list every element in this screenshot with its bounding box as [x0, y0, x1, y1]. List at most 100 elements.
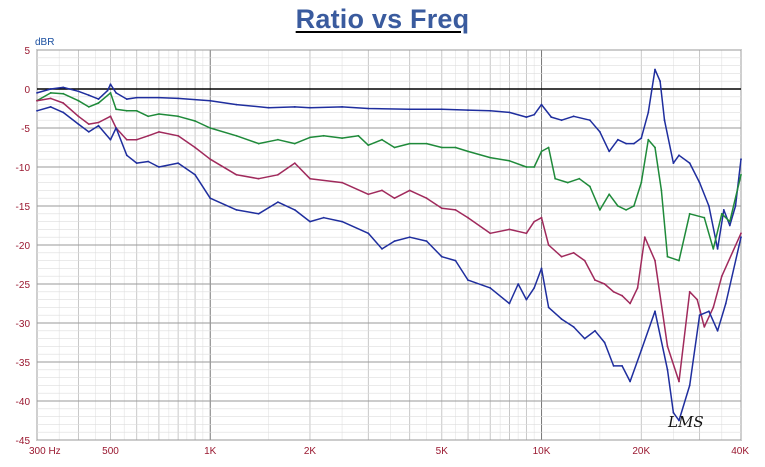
series-4-point	[525, 298, 528, 301]
series-2-point	[381, 138, 383, 141]
x-tick-label: 2K	[304, 446, 317, 457]
series-1-point	[508, 111, 511, 114]
series-4-point	[177, 162, 180, 165]
series-4-point	[440, 255, 443, 258]
series-4-point	[393, 240, 396, 243]
series-1-point	[716, 248, 719, 250]
series-4-point	[508, 302, 511, 305]
series-2-point	[703, 216, 706, 219]
series-2-point	[135, 109, 138, 112]
series-3-point	[533, 220, 536, 223]
series-4-point	[62, 111, 65, 114]
series-3-point	[636, 287, 639, 289]
series-4-point	[277, 201, 279, 204]
series-1-point	[109, 83, 112, 86]
series-2-point	[77, 99, 80, 102]
series-4-point	[708, 310, 710, 313]
series-4-point	[408, 236, 411, 239]
y-axis-label: dBR	[35, 37, 54, 48]
series-4-point	[724, 302, 727, 305]
series-3-point	[467, 216, 469, 219]
series-4-point	[257, 212, 260, 215]
series-2-point	[109, 92, 112, 94]
series-4-point	[322, 216, 325, 219]
series-2-point	[357, 134, 360, 137]
series-1-point	[608, 150, 611, 153]
y-tick-label: -35	[16, 358, 31, 369]
series-2-point	[257, 142, 260, 145]
series-4-point	[341, 220, 343, 223]
series-1-point	[663, 119, 666, 122]
chart-title: Ratio vs Freq	[0, 4, 765, 35]
series-1-point	[708, 205, 710, 207]
series-2-point	[589, 185, 591, 188]
series-4-point	[367, 232, 370, 235]
series-3-point	[643, 236, 646, 239]
x-tick-label: 40K	[731, 446, 749, 457]
series-1-point	[106, 89, 109, 92]
series-1-point	[540, 103, 543, 106]
series-2-point	[640, 181, 643, 184]
series-1-point	[341, 106, 343, 108]
series-2-point	[309, 136, 311, 139]
series-1-point	[722, 209, 725, 211]
series-4-point	[77, 123, 80, 125]
series-3-point	[547, 244, 550, 246]
series-2-point	[367, 144, 370, 147]
series-2-point	[467, 150, 469, 153]
series-3-point	[341, 181, 343, 184]
series-3-point	[408, 189, 411, 192]
series-3-point	[147, 134, 150, 137]
series-3-point	[612, 290, 615, 293]
series-3-point	[77, 115, 80, 118]
series-1-point	[235, 103, 238, 106]
series-2-point	[322, 134, 325, 137]
series-4-point	[158, 166, 160, 168]
series-3-point	[177, 134, 180, 137]
series-4-point	[293, 209, 296, 211]
series-4-point	[309, 220, 311, 223]
series-4-point	[629, 380, 631, 383]
series-2-point	[540, 150, 543, 153]
series-3-point	[594, 279, 596, 281]
series-2-point	[599, 209, 601, 211]
series-2-point	[408, 142, 411, 145]
series-2-point	[158, 113, 160, 115]
series-1-point	[740, 158, 742, 161]
series-4-point	[209, 197, 212, 200]
series-2-point	[625, 209, 627, 211]
series-layer	[36, 68, 742, 422]
series-4-point	[36, 109, 38, 112]
y-tick-label: -10	[16, 163, 31, 174]
series-3-point	[696, 298, 699, 301]
series-3-point	[740, 232, 742, 235]
series-1-point	[647, 111, 650, 114]
series-4-point	[654, 310, 656, 313]
series-2-point	[489, 156, 492, 159]
y-tick-label: -20	[16, 241, 31, 252]
series-2-point	[608, 193, 611, 196]
y-tick-label: 5	[24, 46, 30, 57]
series-3-point	[158, 131, 160, 133]
series-3-point	[540, 216, 543, 219]
series-1-point	[489, 109, 492, 112]
series-1-point	[158, 96, 160, 99]
series-4-point	[489, 287, 492, 289]
series-2-point	[341, 137, 343, 140]
series-2-point	[633, 205, 635, 207]
series-2-point	[566, 181, 569, 184]
series-1-point	[77, 90, 80, 93]
series-2-point	[209, 127, 212, 129]
y-tick-label: -25	[16, 280, 31, 291]
chart-title-text: Ratio vs Freq	[295, 4, 470, 34]
series-3-point	[209, 158, 212, 161]
series-3-point	[97, 121, 100, 124]
series-1-point	[672, 162, 675, 165]
series-line-1	[36, 68, 742, 250]
series-4-point	[517, 283, 520, 285]
series-1-point	[209, 99, 212, 102]
series-4-point	[621, 365, 623, 367]
series-3-point	[277, 173, 279, 176]
series-3-point	[678, 380, 680, 383]
series-4-point	[583, 337, 586, 340]
